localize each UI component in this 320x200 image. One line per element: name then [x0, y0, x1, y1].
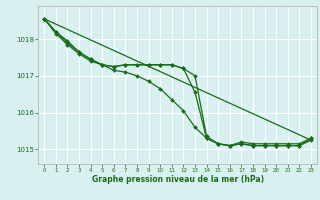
X-axis label: Graphe pression niveau de la mer (hPa): Graphe pression niveau de la mer (hPa): [92, 175, 264, 184]
